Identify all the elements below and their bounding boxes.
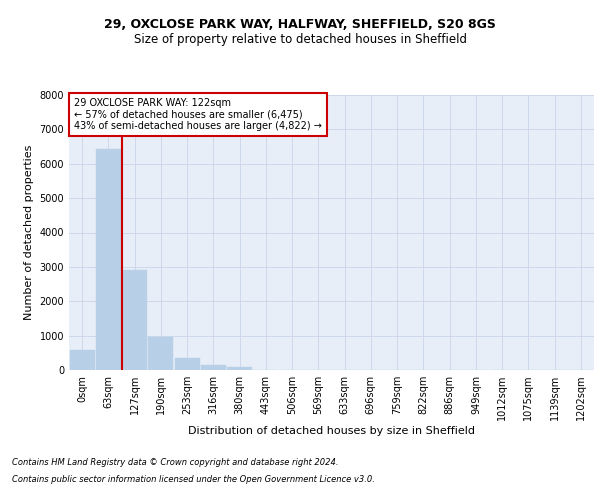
Bar [227,367,252,370]
Bar [70,350,95,370]
Text: 29 OXCLOSE PARK WAY: 122sqm
← 57% of detached houses are smaller (6,475)
43% of : 29 OXCLOSE PARK WAY: 122sqm ← 57% of det… [74,98,322,131]
Text: 29, OXCLOSE PARK WAY, HALFWAY, SHEFFIELD, S20 8GS: 29, OXCLOSE PARK WAY, HALFWAY, SHEFFIELD… [104,18,496,30]
Bar [175,358,200,370]
Y-axis label: Number of detached properties: Number of detached properties [24,145,34,320]
Bar [96,150,121,370]
Bar [122,270,147,370]
Text: Contains HM Land Registry data © Crown copyright and database right 2024.: Contains HM Land Registry data © Crown c… [12,458,338,467]
Bar [201,365,226,370]
Bar [148,337,173,370]
Text: Size of property relative to detached houses in Sheffield: Size of property relative to detached ho… [133,32,467,46]
X-axis label: Distribution of detached houses by size in Sheffield: Distribution of detached houses by size … [188,426,475,436]
Text: Contains public sector information licensed under the Open Government Licence v3: Contains public sector information licen… [12,474,375,484]
